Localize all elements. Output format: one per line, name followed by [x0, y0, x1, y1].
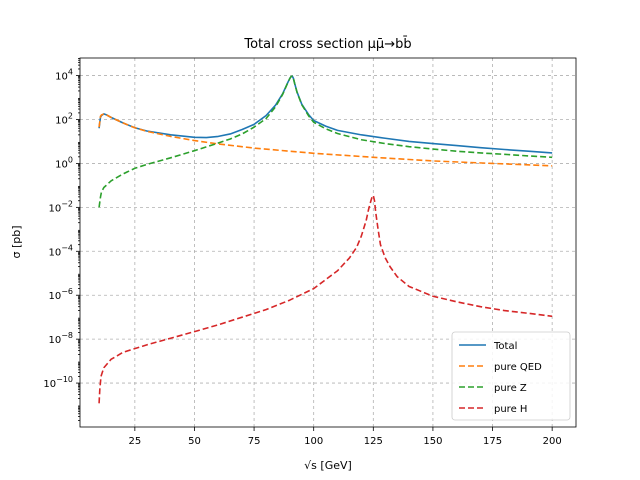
x-tick-label: 100	[304, 436, 323, 447]
legend-label: pure Z	[494, 383, 527, 394]
plot-frame	[79, 57, 577, 428]
legend-label: Total	[493, 341, 517, 352]
series-line-pure-z	[98, 75, 553, 208]
x-tick-label: 125	[364, 436, 383, 447]
y-tick-label: 10−10	[43, 375, 73, 390]
series-line-pure-h	[98, 194, 553, 404]
legend: Total pure QED pure Z pure H	[451, 331, 571, 421]
x-tick-label: 25	[128, 436, 141, 447]
legend-items: Total pure QED pure Z pure H	[459, 341, 542, 415]
series-lines	[98, 75, 553, 404]
x-tick-label: 75	[248, 436, 261, 447]
x-axis-label: √s [GeV]	[304, 459, 352, 472]
legend-label: pure QED	[494, 362, 542, 373]
y-tick-label: 10−6	[48, 287, 73, 302]
x-tick-label: 175	[483, 436, 502, 447]
y-tick-label: 10−2	[48, 199, 73, 214]
x-tick-label: 150	[423, 436, 442, 447]
series-line-pure-qed	[98, 113, 553, 167]
legend-box	[451, 331, 571, 421]
y-tick-label: 100	[55, 155, 73, 170]
x-axis-ticks: 25 50 75 100 125 150 175 200	[128, 427, 562, 447]
y-tick-label: 104	[55, 68, 73, 83]
y-tick-label: 102	[55, 112, 73, 127]
series-line-total	[98, 75, 553, 154]
x-tick-label: 50	[188, 436, 201, 447]
x-tick-label: 200	[543, 436, 562, 447]
legend-label: pure H	[494, 404, 527, 415]
y-tick-label: 10−4	[48, 243, 73, 258]
y-axis-label: σ [pb]	[10, 225, 23, 258]
chart-title: Total cross section μμ̄→bb̄	[243, 37, 411, 52]
y-tick-label: 10−8	[48, 331, 73, 346]
y-axis-ticks: 10−10 10−8 10−6 10−4 10−2 100 102 104	[43, 58, 80, 421]
